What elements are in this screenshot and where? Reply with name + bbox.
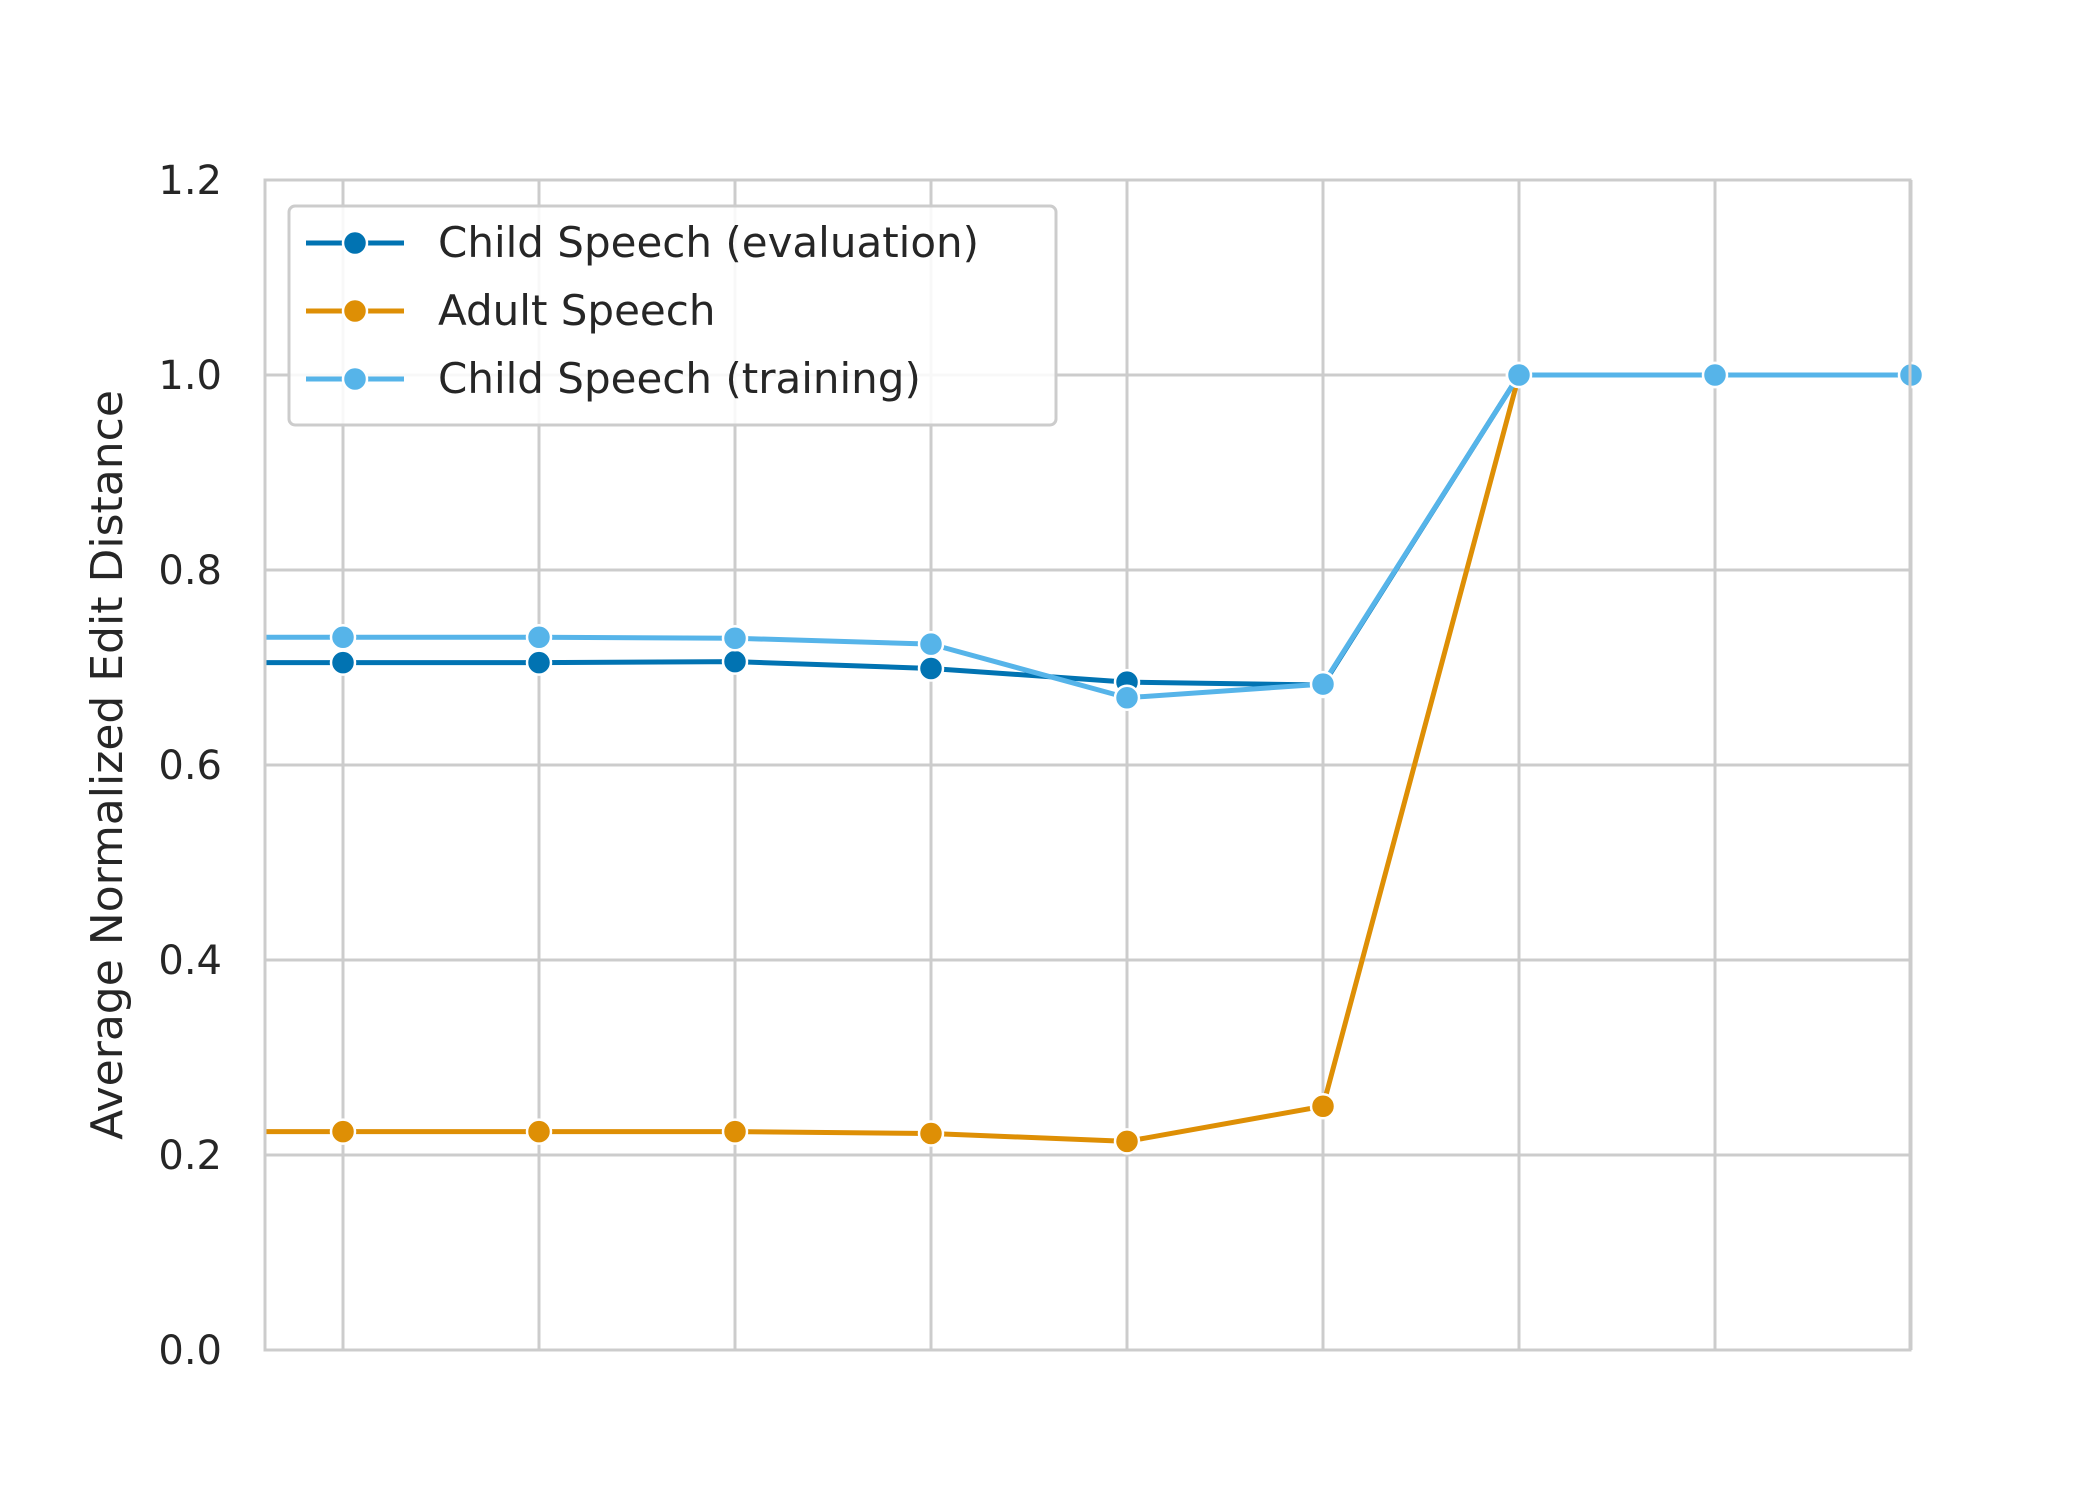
data-point [1701, 361, 1729, 389]
y-tick-label: 0.8 [158, 548, 222, 594]
plot-frame [263, 178, 1912, 1352]
legend: Child Speech (evaluation) Adult Speech Chi… [287, 204, 1058, 427]
legend-marker [341, 365, 369, 393]
data-point [917, 655, 945, 682]
y-tick-label: 0.6 [158, 743, 222, 789]
grid [265, 178, 1913, 1352]
legend-item: Adult Speech [306, 286, 715, 335]
y-axis: 0.0 0.2 0.4 0.6 0.8 1.0 1.2 [158, 158, 222, 1374]
series-line [265, 372, 1911, 1144]
legend-marker [341, 297, 369, 325]
data-point [329, 624, 357, 651]
data-point [721, 1118, 749, 1145]
y-tick-label: 1.0 [158, 353, 222, 399]
y-tick-label: 1.2 [158, 158, 222, 204]
series-2 [265, 361, 1925, 1155]
data-point [329, 1118, 357, 1145]
data-point [917, 630, 945, 658]
legend-item: Child Speech (training) [306, 354, 921, 403]
y-axis-title: Average Normalized Edit Distance [82, 390, 133, 1140]
data-point [1113, 684, 1141, 711]
y-tick-label: 0.0 [158, 1328, 222, 1374]
legend-item: Child Speech (evaluation) [306, 218, 979, 267]
data-point [917, 1120, 945, 1147]
data-point [721, 625, 749, 652]
data-point [1113, 1128, 1141, 1155]
data-point [1309, 1093, 1337, 1120]
y-tick-label: 0.2 [158, 1133, 222, 1179]
y-tick-label: 0.4 [158, 938, 222, 984]
data-point [1309, 670, 1337, 698]
data-point [329, 649, 357, 676]
data-point [525, 1118, 553, 1145]
series-3 [265, 361, 1925, 711]
data-point [525, 649, 553, 676]
data-point [721, 648, 749, 675]
legend-box [287, 204, 1058, 427]
legend-label: Adult Speech [438, 286, 715, 335]
data-point [1505, 361, 1533, 389]
series-layer [265, 361, 1925, 1155]
series-group [265, 361, 1925, 1155]
legend-label: Child Speech (evaluation) [438, 218, 979, 267]
data-point [525, 624, 553, 651]
legend-marker [341, 229, 369, 257]
series-line [265, 372, 1911, 701]
legend-label: Child Speech (training) [438, 354, 921, 403]
